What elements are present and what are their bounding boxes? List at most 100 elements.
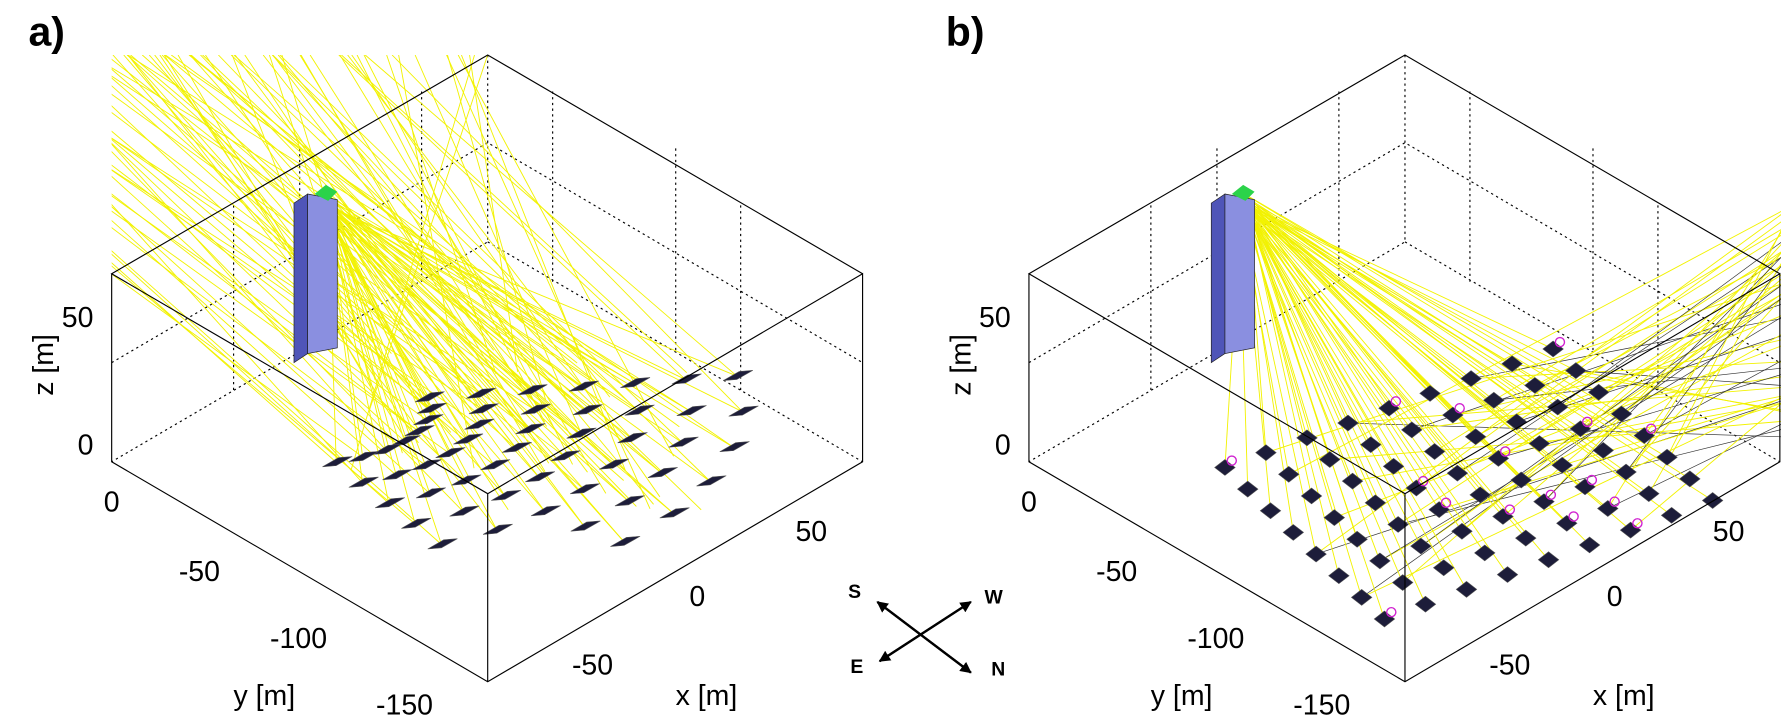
ray: [321, 204, 738, 377]
ray: [1238, 200, 1527, 539]
y-tick-label: -100: [1187, 623, 1244, 655]
heliostat: [322, 456, 353, 468]
tower: [1210, 193, 1226, 364]
compass-arrow: [878, 600, 972, 663]
heliostat: [1501, 355, 1523, 373]
ray: [1352, 402, 1781, 482]
heliostat: [1350, 589, 1373, 606]
hit-marker: [1632, 518, 1643, 529]
hit-marker: [1500, 446, 1511, 457]
heliostat: [1410, 537, 1432, 555]
ray: [1244, 204, 1376, 503]
ray: [1420, 293, 1781, 547]
heliostat: [570, 520, 601, 532]
heliostat: [1278, 465, 1300, 483]
ray: [1241, 200, 1467, 590]
heliostat: [568, 380, 599, 392]
ray: [1241, 203, 1486, 554]
ray: [326, 199, 585, 490]
heliostat: [1515, 529, 1537, 547]
ray: [356, 54, 546, 423]
panel-label: b): [946, 8, 985, 54]
ray: [1245, 201, 1440, 510]
ray: [1607, 231, 1781, 509]
heliostat: [1378, 399, 1400, 417]
heliostat: [1537, 551, 1560, 569]
receiver: [1231, 184, 1255, 201]
ray: [398, 54, 475, 469]
ray: [338, 54, 686, 380]
ray: [327, 201, 431, 494]
heliostat: [719, 441, 750, 453]
ray: [1237, 202, 1413, 431]
heliostat: [1656, 448, 1678, 466]
heliostat: [449, 505, 480, 517]
ray: [1244, 200, 1390, 409]
ray: [328, 203, 734, 448]
heliostat: [572, 404, 603, 416]
heliostat: [348, 476, 379, 488]
ray: [323, 203, 498, 531]
compass-arrow: [876, 601, 972, 674]
compass-label: N: [991, 658, 1005, 680]
heliostat: [530, 505, 561, 517]
ray: [1411, 376, 1781, 431]
ray: [1361, 397, 1781, 598]
heliostat: [1542, 340, 1564, 358]
ray-return: [1457, 257, 1781, 474]
y-axis-label: y [m]: [234, 680, 296, 712]
heliostat: [1419, 385, 1441, 402]
heliostat: [723, 370, 753, 381]
tower-side: [307, 193, 338, 354]
ray: [111, 219, 397, 476]
ray: [111, 169, 479, 426]
heliostat: [614, 495, 645, 507]
heliostat: [1587, 383, 1610, 401]
hit-marker: [1554, 336, 1566, 348]
z-axis-label: z [m]: [28, 334, 60, 396]
ray: [111, 143, 387, 451]
z-tick-label: 50: [979, 302, 1011, 334]
heliostat: [382, 469, 413, 481]
heliostat: [668, 436, 699, 448]
box-edges: [1027, 54, 1781, 683]
ray: [1238, 195, 1372, 445]
ray-return: [1543, 256, 1781, 502]
heliostat: [1638, 485, 1660, 503]
heliostat: [550, 450, 581, 462]
hit-marker: [1504, 504, 1516, 515]
ray: [414, 54, 584, 438]
ray: [1244, 194, 1645, 436]
ray: [1243, 194, 1508, 575]
x-axis-label: x [m]: [676, 680, 738, 712]
heliostat: [1487, 450, 1510, 467]
heliostat: [617, 432, 648, 444]
ray: [1242, 196, 1590, 546]
ray: [325, 195, 464, 512]
heliostat: [416, 402, 447, 414]
heliostat: [1387, 516, 1409, 533]
compass: S W E N: [848, 581, 1005, 680]
heliostat: [401, 517, 432, 529]
ray: [202, 54, 583, 414]
ray: [1243, 202, 1577, 372]
ray: [1246, 203, 1549, 561]
heliostat: [1305, 545, 1327, 563]
ray: [111, 262, 337, 463]
heliostat: [1360, 436, 1382, 454]
heliostat: [1391, 574, 1414, 591]
ray: [1242, 202, 1417, 489]
box-edges: [110, 54, 864, 683]
heliostat: [464, 418, 495, 430]
ray: [1245, 200, 1713, 501]
ray: [1238, 196, 1404, 583]
ray: [1242, 198, 1631, 531]
x-tick-label: 0: [1607, 581, 1623, 613]
ray: [161, 54, 540, 478]
ray: [1246, 197, 1672, 516]
heliostat: [517, 384, 548, 396]
ray: [111, 253, 390, 504]
heliostat: [1569, 420, 1592, 438]
